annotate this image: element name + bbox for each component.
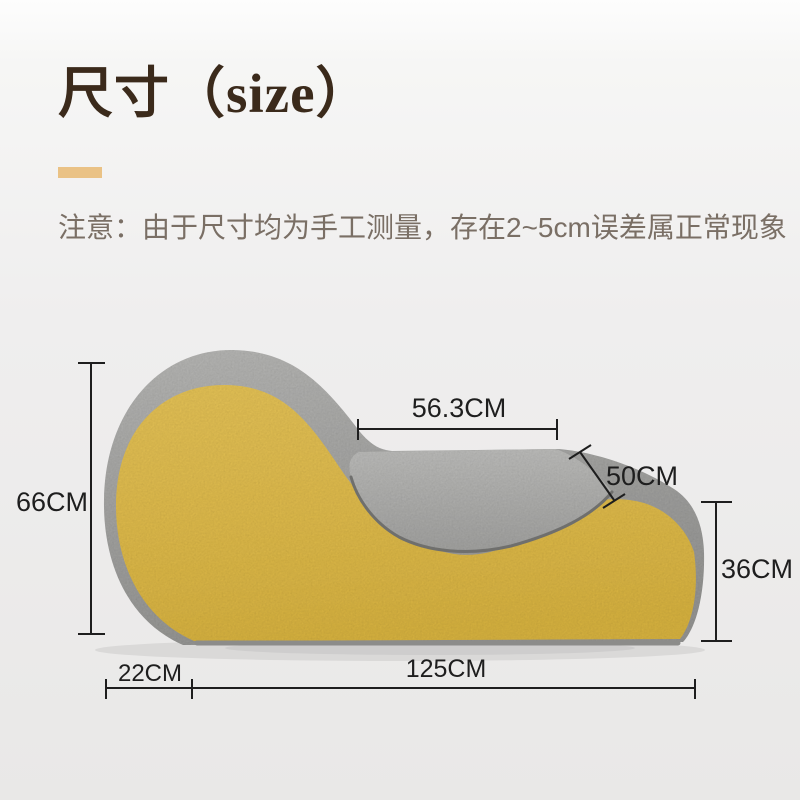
dim-label-base-offset: 22CM	[118, 660, 182, 687]
dim-label-front-height: 36CM	[721, 554, 793, 584]
title-accent-bar	[58, 167, 102, 178]
dimension-lines	[78, 362, 732, 699]
chaise-front-face	[116, 384, 696, 641]
measurement-note: 注意：由于尺寸均为手工测量，存在2~5cm误差属正常现象	[58, 212, 787, 243]
seat-cushion-front-edge	[349, 475, 614, 553]
dim-line-base	[105, 679, 696, 699]
dim-line-seat-depth	[568, 444, 626, 509]
dim-label-seat-top-width: 56.3CM	[412, 393, 507, 423]
seat-cushion	[349, 449, 612, 552]
dim-line-back-height	[78, 362, 105, 635]
page-title: 尺寸（size）	[58, 63, 372, 124]
dim-label-base-length: 125CM	[406, 655, 487, 683]
dim-line-front-height	[701, 501, 732, 642]
dim-line-seat-top-width	[357, 419, 558, 440]
dim-label-back-height: 66CM	[16, 487, 88, 517]
dim-label-seat-depth: 50CM	[606, 461, 678, 491]
